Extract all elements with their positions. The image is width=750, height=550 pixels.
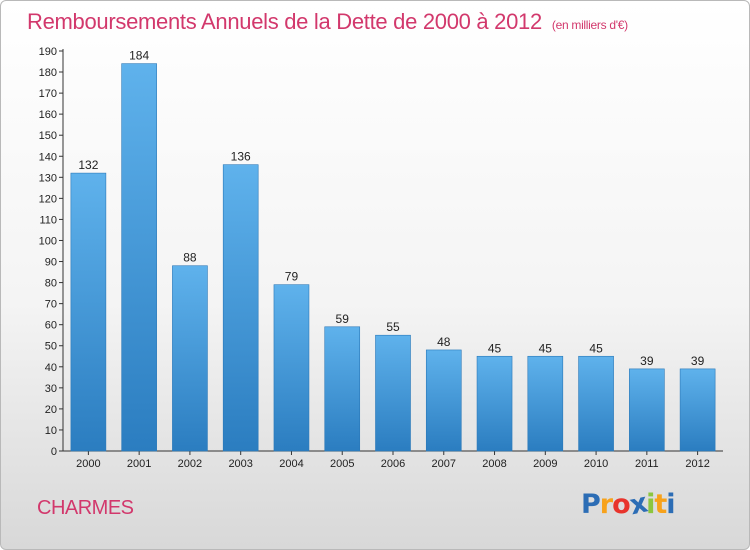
y-tick-label: 150 (39, 130, 57, 142)
y-tick-label: 130 (39, 172, 57, 184)
bar-2002 (172, 265, 208, 452)
bar-2001 (121, 63, 157, 452)
x-tick-label-2011: 2011 (635, 458, 659, 470)
data-label-2007: 48 (437, 335, 451, 349)
x-tick-label-2012: 2012 (685, 458, 709, 470)
bar-2011 (629, 368, 665, 452)
data-label-2000: 132 (78, 158, 98, 172)
y-tick-label: 40 (45, 362, 57, 374)
data-label-2003: 136 (231, 150, 251, 164)
data-label-2011: 39 (640, 354, 654, 368)
commune-name: CHARMES (37, 497, 134, 519)
y-tick-label: 170 (39, 88, 57, 100)
bar-2004 (273, 284, 310, 452)
bar-2008 (476, 355, 513, 452)
logo-letter: i (646, 489, 655, 520)
data-label-2004: 79 (285, 270, 299, 284)
data-label-2005: 59 (336, 312, 350, 326)
x-tick-label-2006: 2006 (381, 458, 405, 470)
y-tick-label: 140 (39, 151, 57, 163)
y-tick-label: 80 (45, 278, 57, 290)
bar-2003 (222, 164, 259, 452)
logo-letter: t (654, 489, 667, 520)
chart-title-text: Remboursements Annuels de la Dette de 20… (27, 9, 542, 34)
y-tick-label: 0 (51, 446, 57, 458)
logo-letter: o (612, 489, 631, 520)
bar-2000 (70, 172, 107, 452)
data-label-2001: 184 (129, 49, 149, 63)
y-tick-label: 120 (39, 193, 57, 205)
bar-2009 (527, 355, 564, 452)
y-tick-label: 30 (45, 383, 57, 395)
bars (70, 63, 716, 452)
y-tick-label: 110 (39, 214, 57, 226)
bar-2005 (324, 326, 361, 452)
data-label-2006: 55 (386, 320, 400, 334)
y-tick-label: 50 (45, 341, 57, 353)
logo-letter: i (666, 489, 675, 520)
x-tick-label-2003: 2003 (228, 458, 252, 470)
y-tick-label: 190 (39, 46, 57, 58)
y-tick-label: 20 (45, 404, 57, 416)
proxiti-logo[interactable]: Proxiti (581, 488, 676, 522)
bar-2012 (679, 368, 716, 452)
y-tick-label: 70 (45, 299, 57, 311)
labels: 132 2000 184 2001 88 2002 136 2003 79 2004 59 2005 5… (76, 49, 710, 470)
data-label-2008: 45 (488, 341, 502, 355)
data-label-2012: 39 (691, 354, 705, 368)
y-tick-label: 60 (45, 320, 57, 332)
y-tick-label: 100 (39, 235, 57, 247)
x-tick-label-2007: 2007 (432, 458, 456, 470)
y-tick-label: 90 (45, 257, 57, 269)
logo-letter: r (599, 489, 613, 520)
axes: 0 10 20 30 40 50 60 70 80 90 100 110 120 130 140 150 160… (39, 46, 723, 458)
x-tick-label-2000: 2000 (76, 458, 100, 470)
bar-2007 (425, 349, 462, 452)
chart-unit: (en milliers d'€) (551, 18, 628, 32)
x-tick-label-2009: 2009 (533, 458, 557, 470)
y-tick-label: 180 (39, 67, 57, 79)
x-tick-label-2001: 2001 (127, 458, 151, 470)
y-tick-label: 10 (45, 425, 57, 437)
x-tick-label-2008: 2008 (482, 458, 506, 470)
data-label-2009: 45 (539, 341, 553, 355)
bar-2006 (375, 334, 411, 452)
data-label-2002: 88 (183, 251, 197, 265)
y-tick-label: 160 (39, 109, 57, 121)
x-tick-label-2002: 2002 (178, 458, 202, 470)
bar-2010 (578, 355, 614, 452)
x-tick-label-2005: 2005 (330, 458, 354, 470)
data-label-2010: 45 (589, 341, 603, 355)
chart-title: Remboursements Annuels de la Dette de 20… (27, 9, 628, 35)
logo-letter: P (581, 489, 601, 520)
x-tick-label-2004: 2004 (279, 458, 303, 470)
x-tick-label-2010: 2010 (584, 458, 608, 470)
